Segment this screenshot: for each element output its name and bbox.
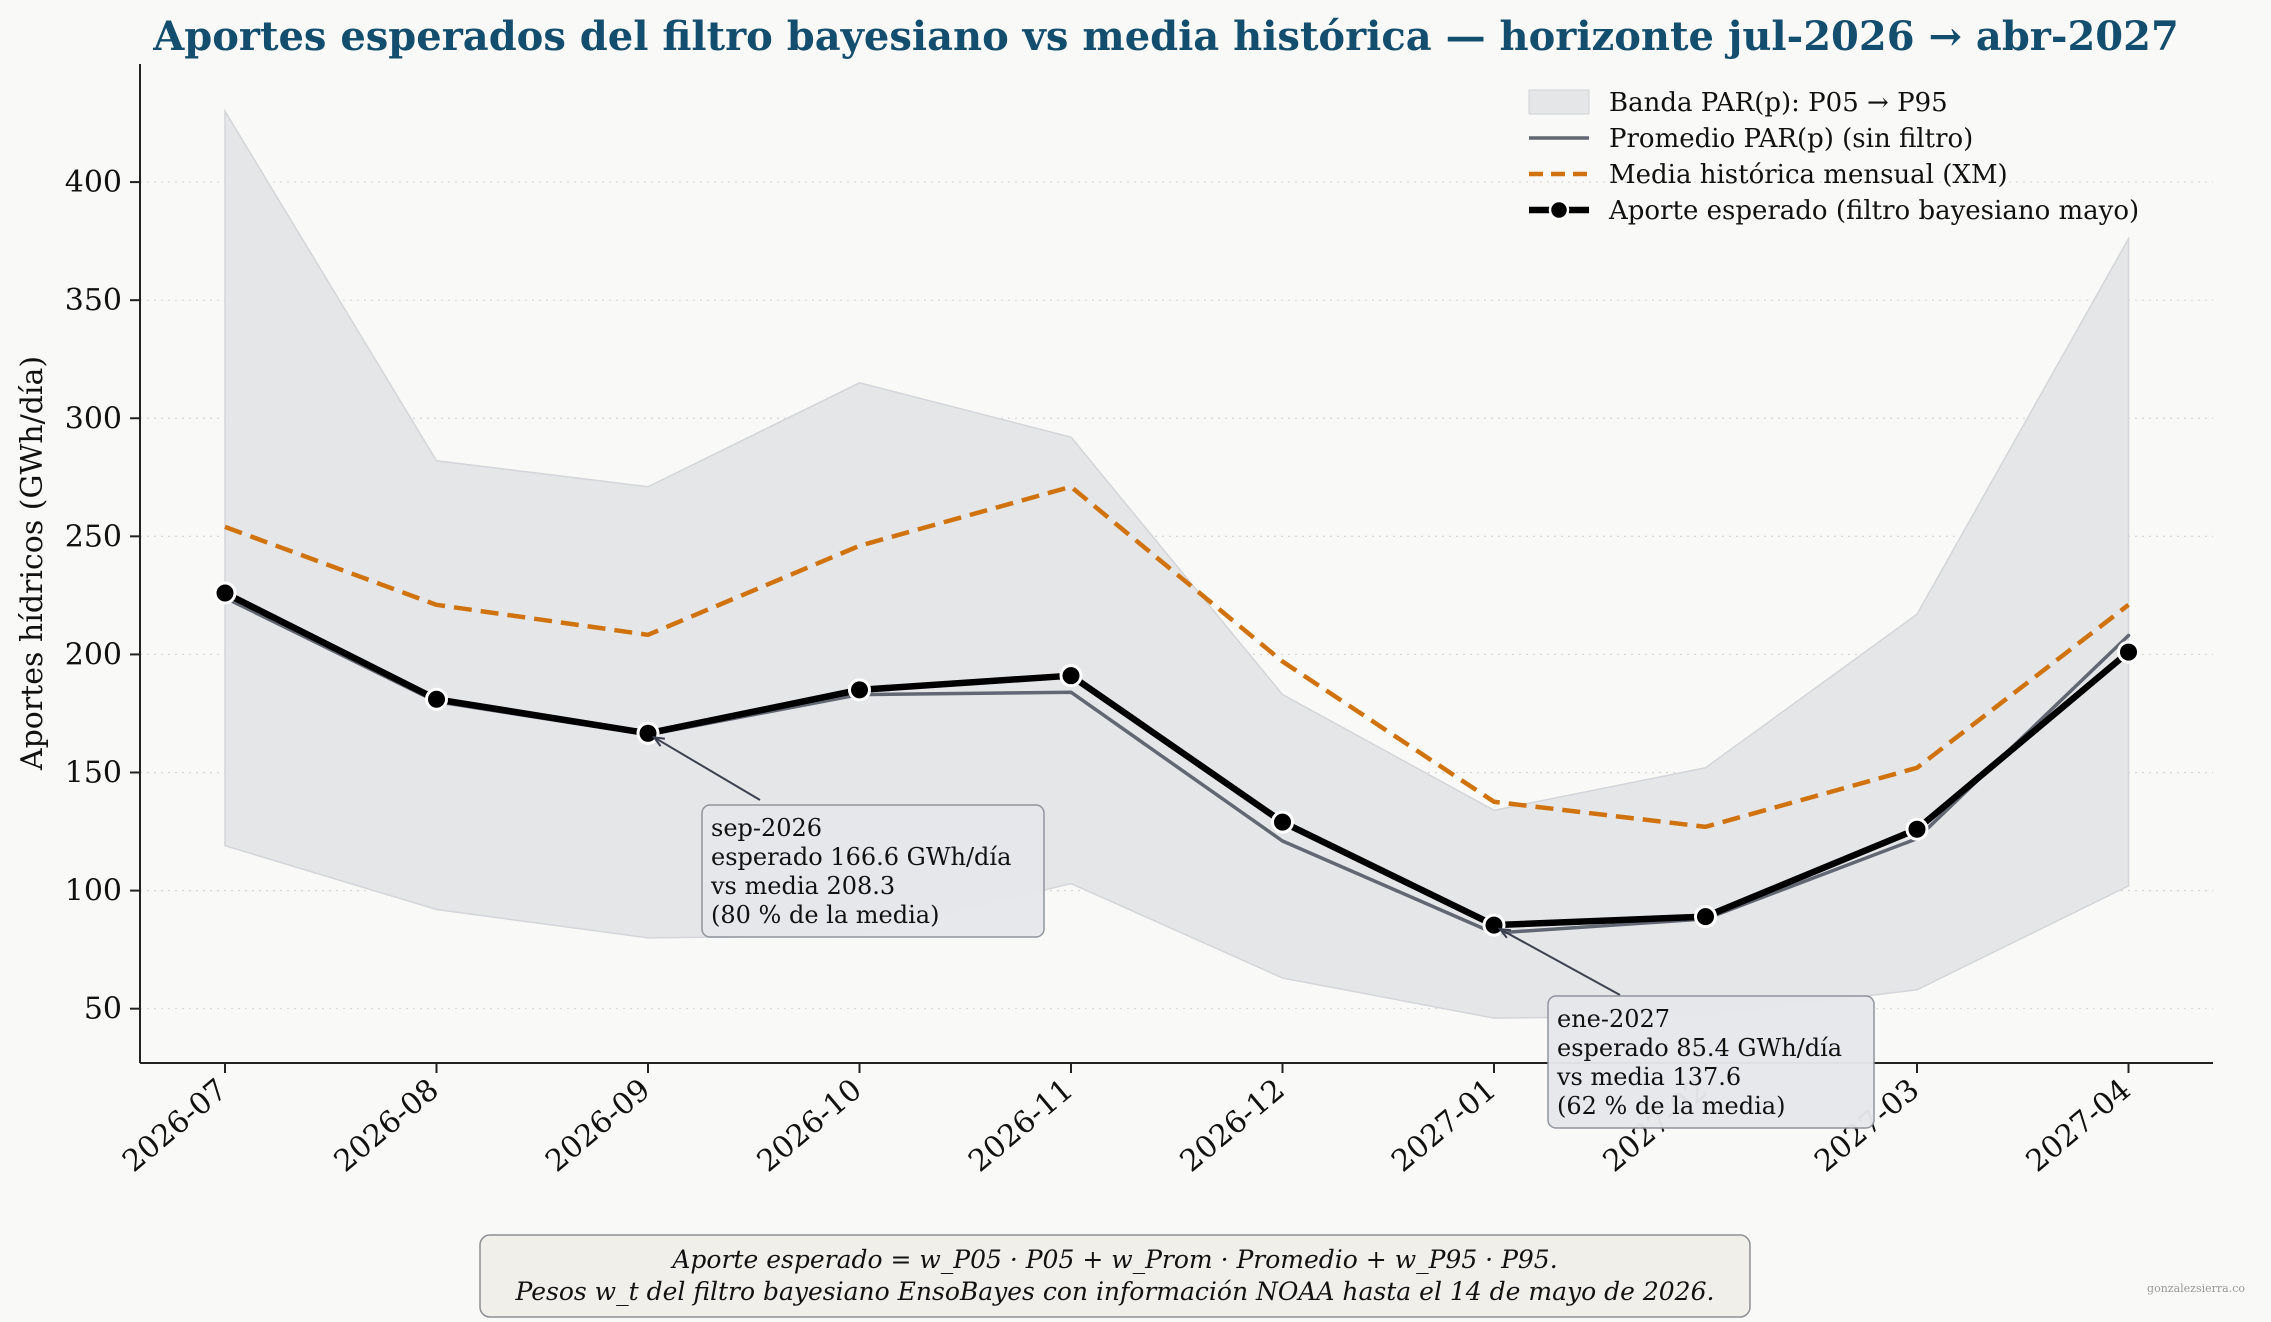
series-markers: [213, 581, 2140, 937]
watermark: gonzalezsierra.co: [2147, 1282, 2245, 1295]
band-group: [224, 108, 2130, 1019]
marker-2027-01: [1482, 913, 1506, 937]
y-tick-label-300: 300: [65, 401, 122, 436]
legend-swatch-band: [1528, 89, 1590, 115]
x-tick-label-2027-04: 2027-04: [2020, 1072, 2138, 1179]
annotation-text-1-1: esperado 85.4 GWh/día: [1557, 1034, 1842, 1062]
annotation-arrow-1: [1499, 928, 1621, 996]
annotation-arrow-0: [653, 736, 761, 801]
annotation-text-1-3: (62 % de la media): [1557, 1092, 1785, 1120]
marker-2026-07: [213, 581, 237, 605]
legend-label-1: Media histórica mensual (XM): [1609, 160, 2008, 190]
series-lines: [221, 484, 2132, 935]
x-tick-label-2026-10: 2026-10: [751, 1072, 869, 1179]
y-tick-label-150: 150: [65, 756, 122, 791]
marker-2026-12: [1271, 810, 1294, 834]
marker-2027-04: [2117, 640, 2140, 664]
annotation-arrowhead-1: [1497, 927, 1512, 939]
marker-2026-10: [848, 678, 871, 702]
annotation-box-0: [701, 804, 1045, 938]
annotation-text-0-1: esperado 166.6 GWh/día: [711, 843, 1011, 871]
chart-title: Aportes esperados del filtro bayesiano v…: [152, 13, 2179, 60]
annotation-text-1-0: ene-2027: [1557, 1005, 1670, 1033]
legend-label-0: Promedio PAR(p) (sin filtro): [1609, 124, 1973, 154]
x-tick-label-2026-07: 2026-07: [116, 1072, 234, 1179]
series-line-2: [221, 589, 2132, 929]
footnote-line-1: Aporte esperado = w_P05 · P05 + w_Prom ·…: [670, 1245, 1557, 1274]
annotation-arrowhead-0: [651, 735, 666, 747]
y-tick-label-200: 200: [65, 637, 122, 672]
x-tick-label-2026-09: 2026-09: [539, 1072, 657, 1179]
y-tick-label-50: 50: [84, 992, 122, 1027]
band-p05-p95: [224, 108, 2130, 1019]
marker-2026-11: [1059, 664, 1083, 688]
y-tick-label-100: 100: [65, 874, 122, 909]
legend-marker-2: [1548, 199, 1570, 221]
annotation-text-0-0: sep-2026: [711, 814, 822, 842]
marker-2027-02: [1694, 905, 1717, 929]
footnote-box: Aporte esperado = w_P05 · P05 + w_Prom ·…: [479, 1234, 1751, 1318]
y-ticks: 50 100 150 200 250 300 350 400: [65, 165, 140, 1027]
annotation-box-1: [1547, 995, 1875, 1129]
x-tick-label-2026-08: 2026-08: [328, 1072, 446, 1179]
y-tick-label-250: 250: [65, 519, 122, 554]
y-tick-label-350: 350: [65, 283, 122, 318]
legend: Banda PAR(p): P05 → P95 Promedio PAR(p) (…: [1528, 88, 2139, 226]
x-tick-label-2026-12: 2026-12: [1174, 1072, 1292, 1179]
y-tick-label-400: 400: [65, 165, 122, 200]
x-tick-label-2026-11: 2026-11: [962, 1072, 1080, 1179]
legend-label-2: Aporte esperado (filtro bayesiano mayo): [1608, 196, 2139, 226]
annotation-text-1-2: vs media 137.6: [1556, 1063, 1741, 1091]
annotation-text-0-3: (80 % de la media): [711, 901, 939, 929]
marker-2026-09: [636, 721, 660, 745]
marker-2026-08: [425, 687, 448, 711]
legend-label-band: Banda PAR(p): P05 → P95: [1609, 88, 1948, 118]
footnote-line-2: Pesos w_t del filtro bayesiano EnsoBayes…: [515, 1277, 1715, 1306]
marker-2027-03: [1905, 817, 1929, 841]
x-tick-label-2027-01: 2027-01: [1385, 1072, 1503, 1179]
annotation-text-0-2: vs media 208.3: [710, 872, 895, 900]
y-axis-label: Aportes hídricos (GWh/día): [15, 356, 50, 771]
series-line-1: [224, 484, 2130, 830]
